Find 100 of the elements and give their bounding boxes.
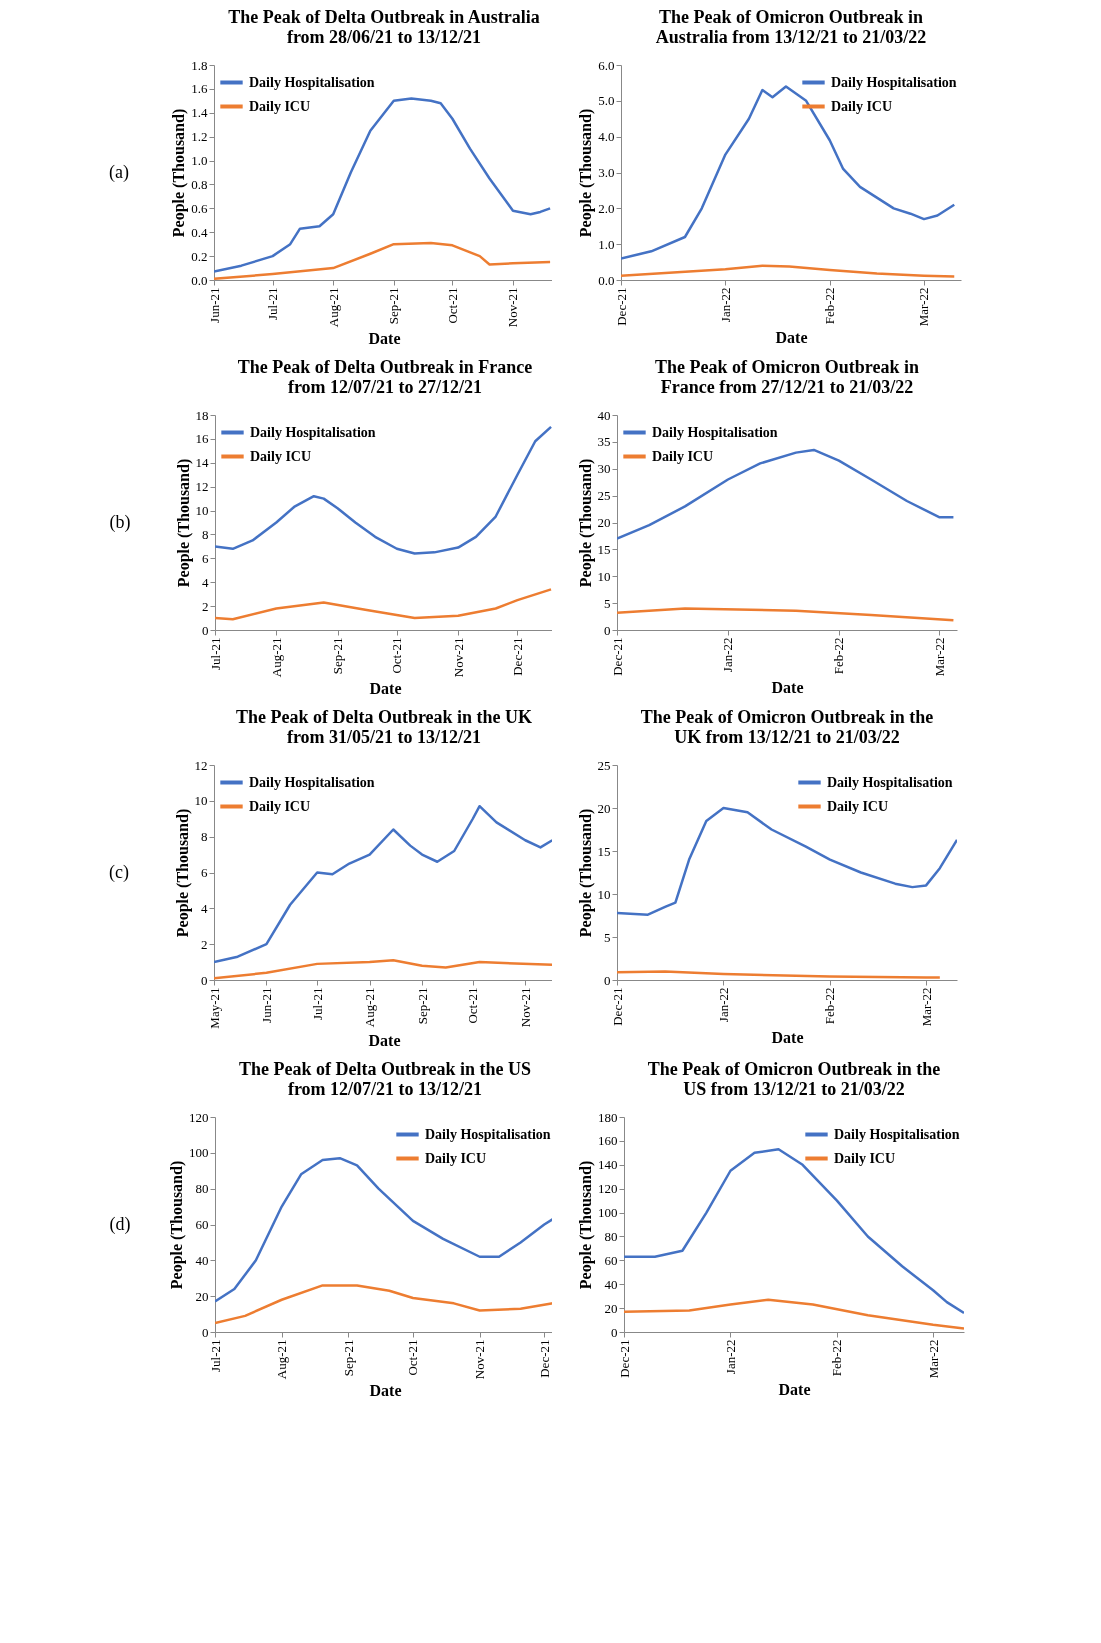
y-tick-label: 0.2 bbox=[191, 248, 208, 264]
y-tick-label: 6.0 bbox=[598, 57, 615, 73]
y-tick-label: 5 bbox=[604, 929, 611, 945]
y-tick-label: 5 bbox=[604, 595, 611, 611]
x-tick-label: Mar-22 bbox=[925, 1339, 941, 1379]
text: (a) bbox=[109, 161, 129, 183]
x-tick-label: Sep-21 bbox=[330, 637, 346, 675]
y-tick-label: 20 bbox=[604, 1300, 618, 1316]
x-tick-label: Dec-21 bbox=[536, 1339, 552, 1378]
y-tick-label: 3.0 bbox=[598, 165, 615, 180]
y-tick-label: 40 bbox=[604, 1276, 618, 1292]
y-tick-label: 8 bbox=[202, 526, 209, 542]
x-axis-title: Date bbox=[771, 679, 804, 697]
y-tick-label: 2.0 bbox=[598, 200, 615, 216]
x-tick-label: Mar-22 bbox=[916, 287, 932, 327]
line-series bbox=[624, 1148, 964, 1315]
line-series bbox=[617, 607, 955, 622]
y-tick-label: 60 bbox=[195, 1217, 209, 1232]
y-tick-label: 0 bbox=[201, 972, 208, 988]
chart-title: The Peak of Omicron Outbreak in the UK from 13/12/21 to 21/03/22 bbox=[640, 707, 934, 747]
y-tick-label: 20 bbox=[195, 1288, 209, 1304]
x-tick-label: Feb-22 bbox=[822, 287, 838, 325]
y-tick-label: 0.0 bbox=[598, 272, 615, 288]
legend-label: Daily Hospitalisation bbox=[834, 1126, 960, 1142]
y-axis-title: People (Thousand) bbox=[173, 808, 192, 938]
y-tick-label: 120 bbox=[189, 1109, 209, 1125]
x-tick-label: Oct-21 bbox=[444, 287, 460, 324]
line-series bbox=[215, 425, 553, 555]
text: (b) bbox=[109, 511, 131, 533]
y-tick-label: 0 bbox=[202, 622, 209, 638]
y-tick-label: 0.8 bbox=[191, 176, 208, 192]
x-tick-label: Jan-22 bbox=[720, 637, 736, 673]
chart-title: The Peak of Delta Outbreak in Australia from 28/06/21 to 13/12/21 bbox=[228, 7, 540, 47]
y-axis-title: People (Thousand) bbox=[577, 1160, 595, 1290]
y-tick-label: 0.4 bbox=[191, 224, 208, 240]
x-tick-label: Aug-21 bbox=[274, 1339, 290, 1380]
y-tick-label: 100 bbox=[189, 1145, 209, 1161]
x-tick-label: Nov-21 bbox=[472, 1339, 488, 1380]
y-tick-label: 10 bbox=[194, 793, 208, 809]
y-tick-label: 0 bbox=[202, 1324, 209, 1340]
x-tick-label: Feb-22 bbox=[831, 637, 847, 675]
x-tick-label: Feb-22 bbox=[829, 1339, 845, 1377]
line-series bbox=[214, 97, 552, 273]
x-tick-label: Nov-21 bbox=[450, 637, 466, 678]
x-tick-label: Jan-22 bbox=[722, 1339, 738, 1375]
x-tick-label: Jul-21 bbox=[207, 1339, 223, 1372]
chart-title: The Peak of Delta Outbreak in France from 12/07/21 to 27/12/21 bbox=[237, 357, 533, 397]
legend-label: Daily ICU bbox=[831, 98, 893, 114]
legend-label: Daily ICU bbox=[425, 1150, 487, 1166]
y-tick-label: 15 bbox=[597, 843, 611, 859]
x-tick-label: Sep-21 bbox=[414, 987, 430, 1025]
x-axis-title: Date bbox=[368, 330, 401, 348]
y-tick-label: 0 bbox=[604, 972, 611, 988]
legend-label: Daily ICU bbox=[249, 98, 311, 114]
y-tick-label: 100 bbox=[598, 1205, 618, 1221]
y-tick-label: 10 bbox=[195, 503, 209, 519]
x-tick-label: Mar-22 bbox=[931, 637, 947, 677]
legend-label: Daily Hospitalisation bbox=[827, 774, 953, 790]
x-tick-label: Feb-22 bbox=[822, 987, 838, 1025]
chart-title: The Peak of Delta Outbreak in the US from 12/07/21 to 13/12/21 bbox=[238, 1059, 532, 1099]
y-axis-title: People (Thousand) bbox=[170, 108, 189, 238]
line-series bbox=[617, 448, 955, 540]
y-tick-label: 0 bbox=[611, 1324, 618, 1340]
x-tick-label: Jan-22 bbox=[717, 287, 733, 323]
x-tick-label: Oct-21 bbox=[405, 1339, 421, 1376]
y-tick-label: 160 bbox=[598, 1133, 618, 1149]
y-tick-label: 18 bbox=[195, 407, 209, 423]
y-axis-title: People (Thousand) bbox=[577, 108, 596, 238]
y-tick-label: 0.6 bbox=[191, 200, 208, 216]
x-tick-label: Nov-21 bbox=[505, 287, 521, 328]
y-tick-label: 35 bbox=[597, 434, 611, 450]
y-tick-label: 5.0 bbox=[598, 93, 615, 109]
legend-label: Daily Hospitalisation bbox=[652, 424, 778, 440]
y-tick-label: 12 bbox=[194, 757, 208, 773]
chart-title: The Peak of Omicron Outbreak in France from 27/12/21 to 21/03/22 bbox=[655, 357, 919, 397]
x-tick-label: Dec-21 bbox=[616, 1339, 632, 1378]
x-tick-label: Jan-22 bbox=[715, 987, 731, 1023]
y-axis-title: People (Thousand) bbox=[168, 1160, 186, 1290]
y-tick-label: 1.4 bbox=[191, 105, 208, 121]
x-tick-label: Dec-21 bbox=[609, 987, 625, 1026]
y-axis-title: People (Thousand) bbox=[576, 808, 595, 938]
x-tick-label: Oct-21 bbox=[389, 637, 405, 674]
y-tick-label: 6 bbox=[202, 550, 209, 566]
legend-label: Daily Hospitalisation bbox=[249, 774, 375, 790]
legend-label: Daily ICU bbox=[249, 798, 311, 814]
legend-label: Daily ICU bbox=[652, 448, 714, 464]
y-tick-label: 30 bbox=[597, 461, 611, 477]
x-axis-title: Date bbox=[369, 1382, 402, 1400]
y-tick-label: 80 bbox=[195, 1181, 209, 1197]
y-tick-label: 40 bbox=[195, 1252, 209, 1268]
y-tick-label: 4 bbox=[202, 574, 209, 590]
y-tick-label: 20 bbox=[597, 800, 611, 816]
x-tick-label: Jul-21 bbox=[265, 287, 281, 320]
x-tick-label: Sep-21 bbox=[386, 287, 402, 325]
line-series bbox=[215, 588, 553, 621]
y-tick-label: 8 bbox=[201, 829, 208, 845]
y-tick-label: 1.0 bbox=[191, 153, 208, 169]
y-tick-label: 12 bbox=[195, 479, 209, 495]
legend-label: Daily Hospitalisation bbox=[250, 424, 376, 440]
text: (d) bbox=[109, 1213, 131, 1235]
